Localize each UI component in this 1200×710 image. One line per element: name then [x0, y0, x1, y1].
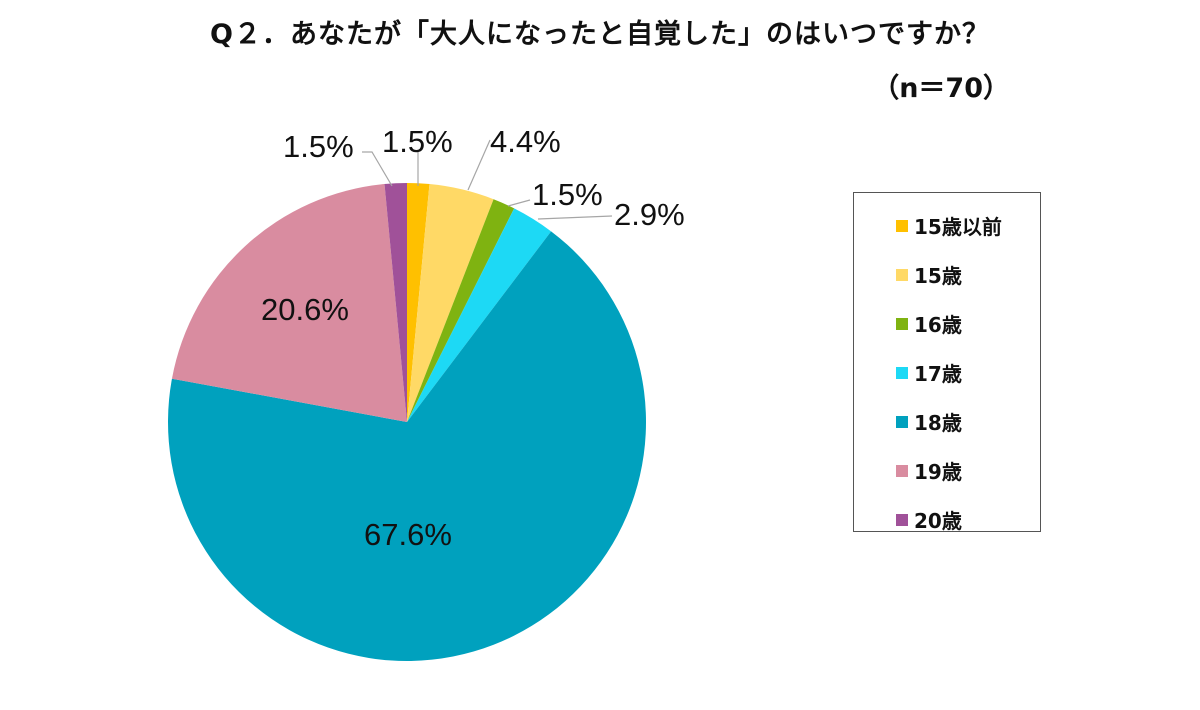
data-label: 1.5%	[532, 177, 603, 212]
data-label: 20.6%	[261, 292, 349, 327]
data-label: 67.6%	[364, 517, 452, 552]
data-labels: 1.5% 4.4% 1.5% 2.9% 67.6% 20.6% 1.5%	[261, 124, 685, 552]
legend-swatch-icon	[896, 415, 908, 428]
legend-label: 15歳以前	[914, 215, 1002, 239]
pie-slice	[407, 183, 430, 422]
legend-swatch-icon	[896, 317, 908, 330]
legend: 15歳以前 15歳 16歳 17歳 18歳 19歳 20歳	[853, 192, 1041, 533]
data-label: 1.5%	[283, 129, 354, 164]
leader-line	[467, 139, 491, 191]
legend-item: 19歳	[854, 446, 1040, 495]
pie-slice	[167, 231, 646, 661]
chart-title: Q２．あなたが「大人になったと自覚した」のはいつですか？	[210, 19, 990, 50]
leader-line	[537, 215, 613, 220]
legend-label: 15歳	[914, 264, 962, 288]
pie-slices	[167, 183, 646, 661]
pie-slice	[407, 199, 515, 422]
leader-line	[362, 151, 393, 187]
legend-swatch-icon	[896, 513, 908, 526]
legend-label: 16歳	[914, 313, 962, 337]
legend-item: 20歳	[854, 495, 1040, 544]
legend-label: 18歳	[914, 411, 962, 435]
legend-item: 16歳	[854, 299, 1040, 348]
legend-item: 15歳	[854, 250, 1040, 299]
legend-label: 17歳	[914, 362, 962, 386]
legend-label: 20歳	[914, 509, 962, 533]
legend-label: 19歳	[914, 460, 962, 484]
data-label: 1.5%	[382, 124, 453, 159]
legend-swatch-icon	[896, 464, 908, 477]
sample-size-label: （n＝70）	[872, 73, 1010, 104]
leader-lines	[362, 139, 613, 220]
legend-item: 15歳以前	[854, 201, 1040, 250]
pie-slice	[171, 184, 407, 422]
legend-swatch-icon	[896, 268, 908, 281]
leader-line	[507, 199, 531, 207]
pie-slice	[407, 208, 552, 422]
pie-slice	[384, 183, 407, 422]
legend-item: 17歳	[854, 348, 1040, 397]
data-label: 2.9%	[614, 197, 685, 232]
data-label: 4.4%	[490, 124, 561, 159]
legend-swatch-icon	[896, 219, 908, 232]
pie-slice	[407, 184, 494, 422]
legend-swatch-icon	[896, 366, 908, 379]
legend-item: 18歳	[854, 397, 1040, 446]
